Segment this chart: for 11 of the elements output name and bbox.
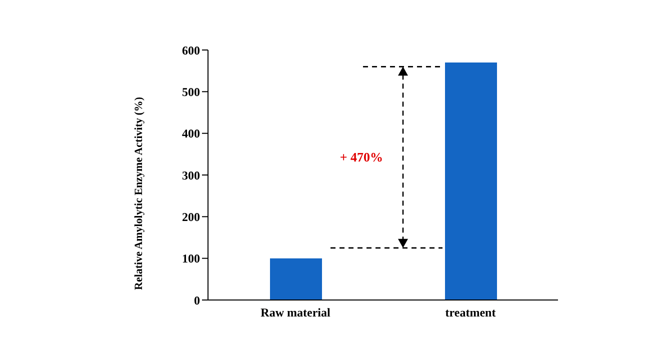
x-tick-label: treatment [445, 306, 496, 320]
y-tick-label: 300 [182, 168, 200, 182]
y-tick-label: 200 [182, 210, 200, 224]
y-axis-title: Relative Amylolytic Enzyme Activity (%) [132, 96, 145, 290]
y-tick-label: 0 [194, 293, 200, 308]
y-tick-label: 100 [182, 252, 200, 266]
y-tick-label: 600 [182, 43, 200, 58]
y-tick-label: 500 [182, 84, 200, 99]
y-tick-label: 400 [182, 126, 200, 141]
annotation: + 470% [340, 149, 383, 164]
x-tick-label: Raw material [260, 306, 331, 320]
